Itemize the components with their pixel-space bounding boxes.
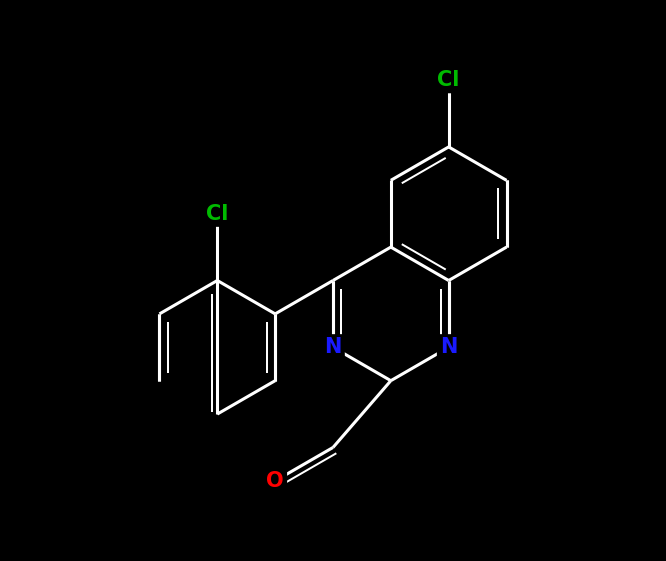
Text: N: N xyxy=(440,337,458,357)
Text: Cl: Cl xyxy=(206,204,228,224)
Text: N: N xyxy=(324,337,342,357)
Text: Cl: Cl xyxy=(438,70,460,90)
Text: O: O xyxy=(266,471,284,491)
